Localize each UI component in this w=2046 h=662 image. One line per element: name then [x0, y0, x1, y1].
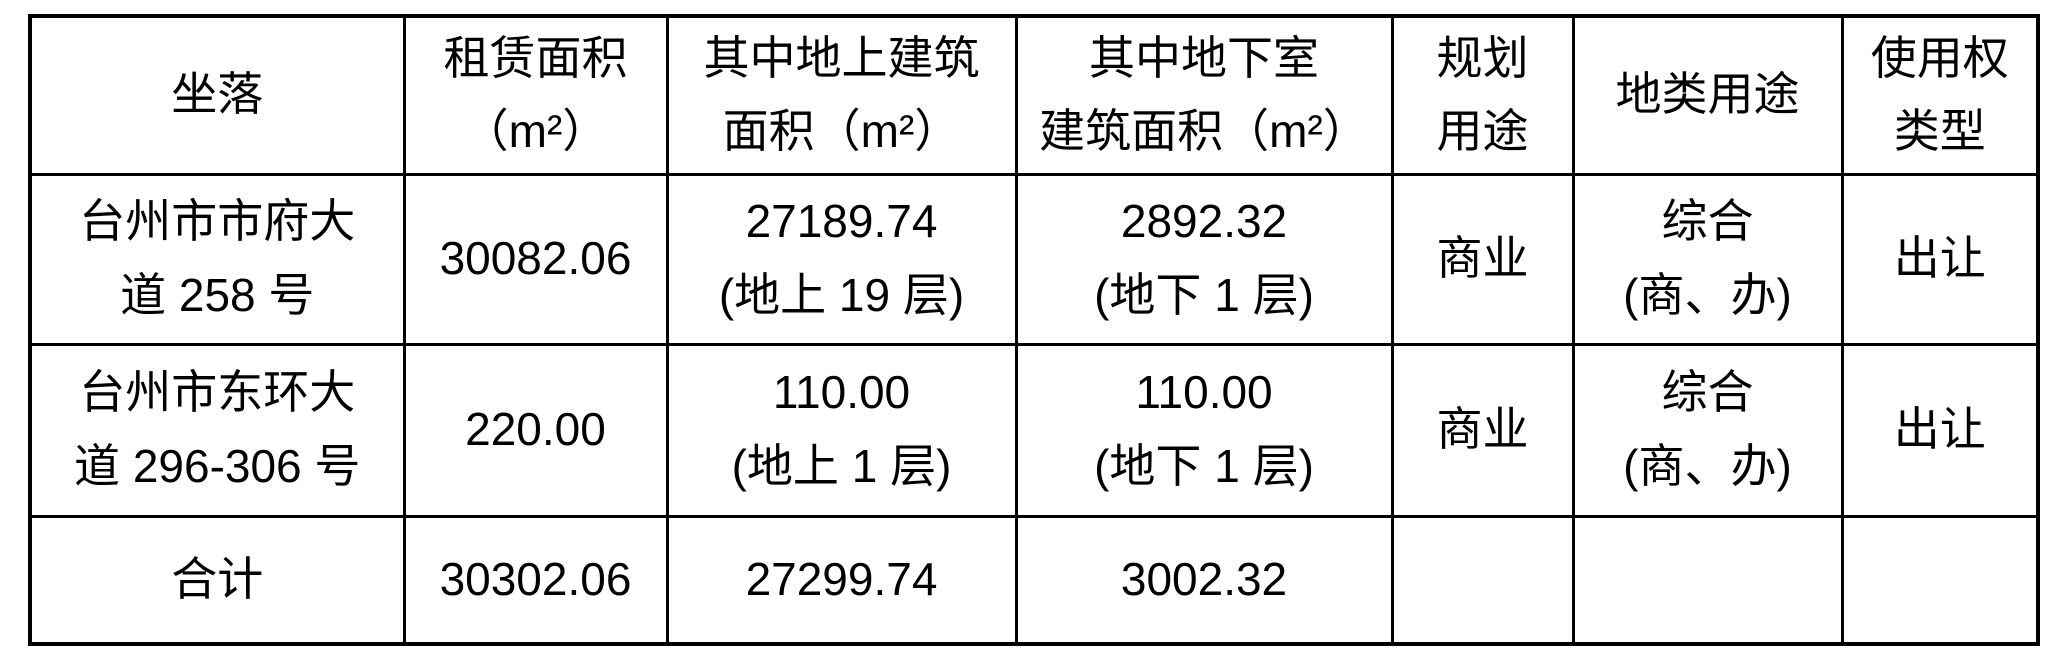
cell-planned-use: 商业 — [1390, 342, 1575, 518]
table-row-shifu-dadao: 台州市市府大 道 258 号 30082.06 27189.74 (地上 19 … — [28, 172, 2040, 346]
col-header-above-ground-area: 其中地上建筑 面积（m²） — [665, 14, 1018, 176]
col-header-usage-right-type: 使用权 类型 — [1840, 14, 2040, 176]
cell-above-ground-area: 110.00 (地上 1 层) — [665, 342, 1018, 518]
col-header-basement-area: 其中地下室 建筑面积（m²） — [1014, 14, 1394, 176]
cell-empty — [1571, 514, 1844, 646]
col-header-location: 坐落 — [28, 14, 406, 176]
cell-above-ground-area: 27189.74 (地上 19 层) — [665, 172, 1018, 346]
table-row-total: 合计 30302.06 27299.74 3002.32 — [28, 514, 2040, 646]
col-header-land-use: 地类用途 — [1571, 14, 1844, 176]
cell-usage-right-type: 出让 — [1840, 342, 2040, 518]
cell-planned-use: 商业 — [1390, 172, 1575, 346]
col-header-planned-use: 规划 用途 — [1390, 14, 1575, 176]
cell-total-basement-area: 3002.32 — [1014, 514, 1394, 646]
table-row-donghuan-dadao: 台州市东环大 道 296-306 号 220.00 110.00 (地上 1 层… — [28, 342, 2040, 518]
cell-total-above-ground-area: 27299.74 — [665, 514, 1018, 646]
property-lease-table: 坐落 租赁面积 （m²） 其中地上建筑 面积（m²） 其中地下室 建筑面积（m²… — [28, 14, 2040, 646]
cell-basement-area: 2892.32 (地下 1 层) — [1014, 172, 1394, 346]
cell-lease-area: 30082.06 — [402, 172, 669, 346]
cell-location: 台州市东环大 道 296-306 号 — [28, 342, 406, 518]
cell-total-lease-area: 30302.06 — [402, 514, 669, 646]
cell-empty — [1840, 514, 2040, 646]
cell-location: 台州市市府大 道 258 号 — [28, 172, 406, 346]
cell-empty — [1390, 514, 1575, 646]
col-header-lease-area: 租赁面积 （m²） — [402, 14, 669, 176]
cell-usage-right-type: 出让 — [1840, 172, 2040, 346]
cell-total-label: 合计 — [28, 514, 406, 646]
cell-land-use: 综合 (商、办) — [1571, 172, 1844, 346]
cell-lease-area: 220.00 — [402, 342, 669, 518]
cell-land-use: 综合 (商、办) — [1571, 342, 1844, 518]
cell-basement-area: 110.00 (地下 1 层) — [1014, 342, 1394, 518]
header-row: 坐落 租赁面积 （m²） 其中地上建筑 面积（m²） 其中地下室 建筑面积（m²… — [28, 14, 2040, 176]
